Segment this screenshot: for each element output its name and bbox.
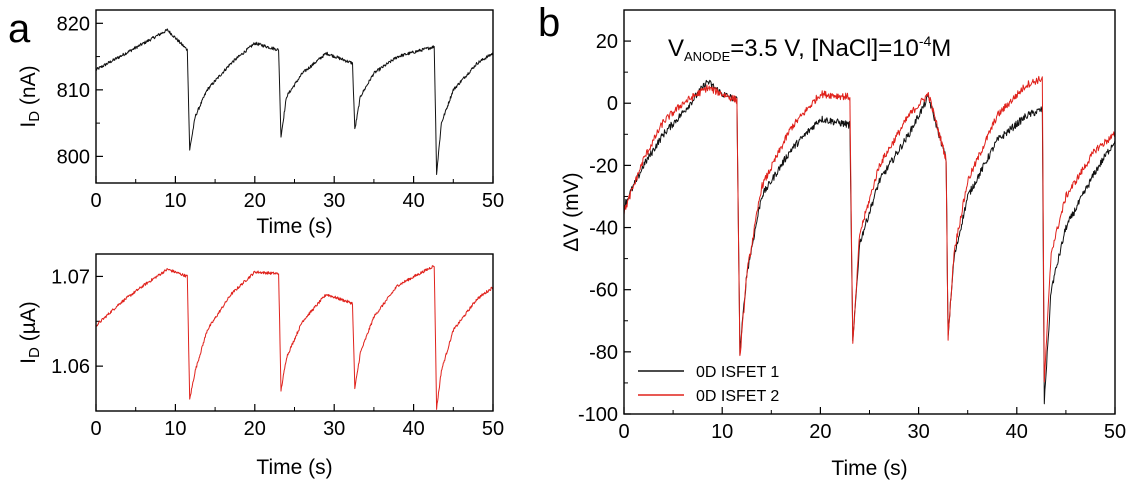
x-axis-label: Time (s) [256, 456, 332, 479]
x-tick-label: 50 [482, 418, 504, 440]
y-tick-label: 1.06 [51, 356, 90, 378]
series-line-1 [95, 265, 494, 410]
y-axis-label-main: I [17, 358, 40, 364]
y-tick-label: -80 [589, 342, 618, 364]
y-axis-label: ID (µA) [17, 301, 43, 364]
x-tick-label: 10 [164, 190, 186, 212]
legend: 0D ISFET 1 0D ISFET 2 [638, 364, 779, 405]
chart-a-bottom: 0 10 20 30 40 50 1.06 1.07 Time (s) ID (µA) [17, 253, 504, 479]
chart-a-top: 0 10 20 30 40 50 800 810 820 Time (s) ID (nA) [17, 9, 504, 238]
y-tick-label: -60 [589, 280, 618, 302]
x-tick-label: 40 [402, 418, 424, 440]
x-tick-label: 30 [323, 418, 345, 440]
x-tick-label: 20 [244, 190, 266, 212]
y-axis-label: ΔV (mV) [560, 172, 583, 251]
y-tick-label: 0 [607, 93, 618, 115]
y-tick-label: 1.07 [51, 266, 90, 288]
x-tick-label: 30 [323, 190, 345, 212]
series-line-2 [623, 75, 1116, 383]
y-axis-label-sub: D [26, 111, 43, 122]
y-tick-label: -100 [578, 404, 618, 426]
condition-annotation: VANODE=3.5 V, [NaCl]=10-4M [668, 33, 951, 64]
series-line-1 [623, 79, 1116, 405]
x-tick-label: 40 [1006, 421, 1028, 443]
annotation-exponent: -4 [919, 33, 932, 49]
y-tick-label: 800 [57, 146, 90, 168]
x-tick-label: 10 [164, 418, 186, 440]
legend-label-1: 0D ISFET 1 [696, 364, 779, 381]
x-tick-label: 50 [482, 190, 504, 212]
annotation-v: V [668, 35, 684, 62]
y-tick-label: 820 [57, 13, 90, 35]
x-tick-label: 50 [1104, 421, 1126, 443]
plot-frame [95, 9, 494, 184]
y-axis-label-main: I [17, 122, 40, 128]
legend-label-2: 0D ISFET 2 [696, 388, 779, 405]
x-tick-label: 30 [907, 421, 929, 443]
x-tick-label: 0 [90, 190, 101, 212]
x-tick-label: 20 [809, 421, 831, 443]
y-axis-label-unit: (µA) [17, 301, 40, 347]
y-axis-label-unit: (nA) [17, 65, 40, 111]
annotation-anode: ANODE [684, 49, 731, 64]
plot-frame [623, 9, 1116, 415]
y-tick-label: -20 [589, 155, 618, 177]
x-tick-label: 10 [711, 421, 733, 443]
x-tick-label: 20 [244, 418, 266, 440]
y-tick-label: -40 [589, 218, 618, 240]
y-axis-label: ID (nA) [17, 65, 43, 127]
plot-frame [95, 253, 494, 412]
y-tick-label: 810 [57, 80, 90, 102]
y-tick-label: 20 [596, 31, 618, 53]
series-line-1 [95, 28, 494, 175]
panel-label-a: a [8, 7, 31, 51]
annotation-molar: M [931, 35, 951, 62]
annotation-conditions: =3.5 V, [NaCl]=10 [730, 35, 919, 62]
x-tick-label: 40 [402, 190, 424, 212]
panel-label-b: b [538, 1, 560, 45]
y-axis-label-sub: D [26, 347, 43, 358]
x-axis-label: Time (s) [256, 215, 332, 238]
x-tick-label: 0 [618, 421, 629, 443]
x-tick-label: 0 [90, 418, 101, 440]
x-axis-label: Time (s) [831, 457, 907, 480]
